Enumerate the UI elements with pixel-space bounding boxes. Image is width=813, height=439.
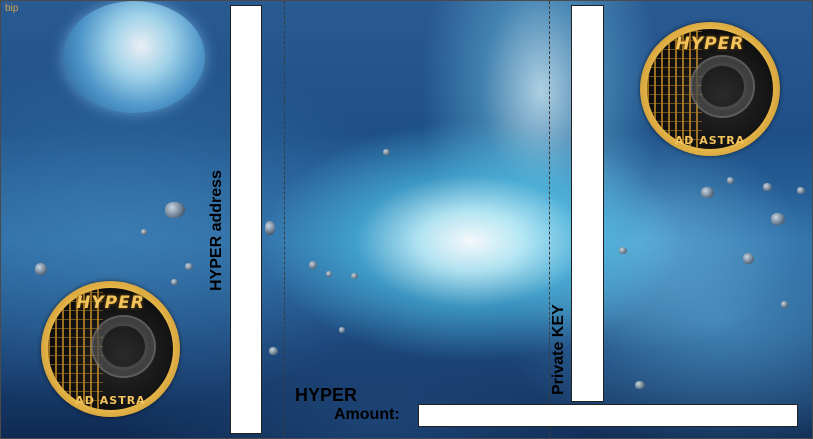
address-label: HYPER address <box>208 170 225 291</box>
currency-label: HYPER <box>295 385 358 405</box>
asteroid <box>743 253 754 264</box>
asteroid <box>383 149 390 155</box>
asteroid <box>269 347 278 355</box>
amount-field <box>418 404 798 427</box>
coin-title: HYPER <box>675 34 745 55</box>
amount-label: Amount: <box>334 406 400 423</box>
coin-ring <box>90 314 156 379</box>
fold-line-right <box>549 1 550 438</box>
private-key-slot <box>571 5 604 402</box>
asteroid <box>619 247 627 254</box>
coin-motto: AD ASTRA <box>674 133 746 147</box>
coin-face <box>48 288 173 410</box>
asteroid <box>141 229 147 235</box>
private-key-label: Private KEY <box>550 304 567 395</box>
coin-logo-top: HYPER AD ASTRA <box>640 22 780 156</box>
fold-line-left <box>284 1 285 438</box>
asteroid <box>771 213 785 225</box>
asteroid <box>351 273 358 279</box>
asteroid <box>309 261 317 269</box>
asteroid <box>165 202 185 218</box>
coin-logo-bottom: HYPER AD ASTRA <box>41 281 180 417</box>
watermark: bip <box>5 3 19 14</box>
asteroid <box>326 271 332 277</box>
coin-ring <box>689 55 756 118</box>
asteroid <box>185 263 193 270</box>
asteroid <box>339 327 345 333</box>
planet-illustration <box>63 1 205 113</box>
coin-motto: AD ASTRA <box>75 394 146 408</box>
asteroid <box>763 183 772 191</box>
coin-title: HYPER <box>76 293 145 314</box>
coin-face <box>647 29 773 149</box>
asteroid <box>781 301 788 308</box>
asteroid <box>727 177 734 184</box>
asteroid <box>171 279 178 285</box>
address-qr-slot <box>230 5 262 434</box>
asteroid <box>35 263 47 275</box>
asteroid <box>265 221 275 235</box>
asteroid <box>635 381 645 389</box>
asteroid <box>797 187 805 194</box>
asteroid <box>701 187 714 198</box>
